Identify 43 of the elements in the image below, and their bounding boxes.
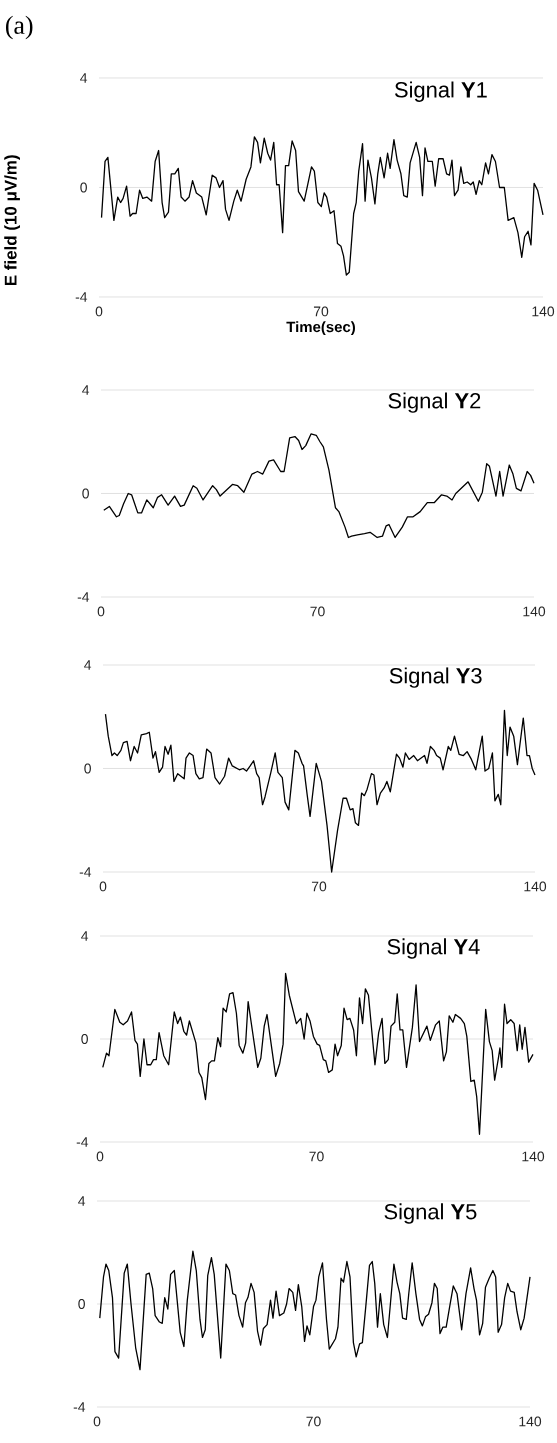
x-tick-label: 70 (311, 881, 327, 892)
line-series (103, 433, 535, 539)
chart-title: Signal Y5 (384, 1203, 477, 1224)
x-tick-label: 0 (93, 1416, 101, 1427)
chart-title: Signal Y2 (388, 392, 481, 413)
y-tick-label: 0 (84, 763, 91, 774)
y-tick-label: -4 (73, 1402, 86, 1412)
x-tick-label: 140 (519, 1416, 542, 1427)
chart-title: Signal Y4 (387, 938, 480, 959)
x-tick-label: 0 (99, 881, 107, 892)
line-series (100, 136, 544, 276)
x-tick-label: 70 (313, 306, 329, 317)
y-tick-label: -4 (77, 592, 90, 602)
y-tick-label: -4 (79, 867, 92, 877)
y-axis-title: E field (10 μV/m) (4, 155, 20, 286)
y-tick-label: 4 (84, 660, 92, 670)
y-tick-label: 4 (78, 1196, 86, 1206)
x-tick-label: 140 (523, 606, 546, 617)
y-tick-label: 0 (81, 1034, 88, 1044)
y-tick-label: -4 (75, 292, 88, 302)
chart-title: Signal Y1 (394, 81, 487, 102)
y-tick-label: 0 (80, 182, 87, 193)
x-tick-label: 140 (522, 1151, 545, 1162)
text: (a) (5, 15, 33, 40)
line-series (104, 709, 536, 873)
line-series (102, 972, 534, 1135)
chart-title: Signal Y3 (389, 667, 482, 688)
y-tick-label: -4 (76, 1137, 89, 1147)
y-tick-label: 0 (82, 488, 89, 499)
x-tick-label: 0 (95, 306, 103, 317)
y-tick-label: 4 (81, 931, 89, 941)
x-tick-label: 0 (96, 1151, 104, 1162)
x-tick-label: 0 (97, 606, 105, 617)
x-tick-label: 70 (306, 1416, 321, 1427)
x-axis-title: Time(sec) (286, 321, 355, 336)
y-tick-label: 4 (82, 385, 90, 395)
x-tick-label: 140 (524, 881, 547, 892)
y-tick-label: 0 (78, 1299, 85, 1309)
line-series (99, 1250, 531, 1371)
x-tick-label: 140 (532, 306, 555, 317)
x-tick-label: 70 (309, 1151, 324, 1162)
x-tick-label: 70 (310, 606, 325, 617)
y-tick-label: 4 (80, 73, 88, 83)
